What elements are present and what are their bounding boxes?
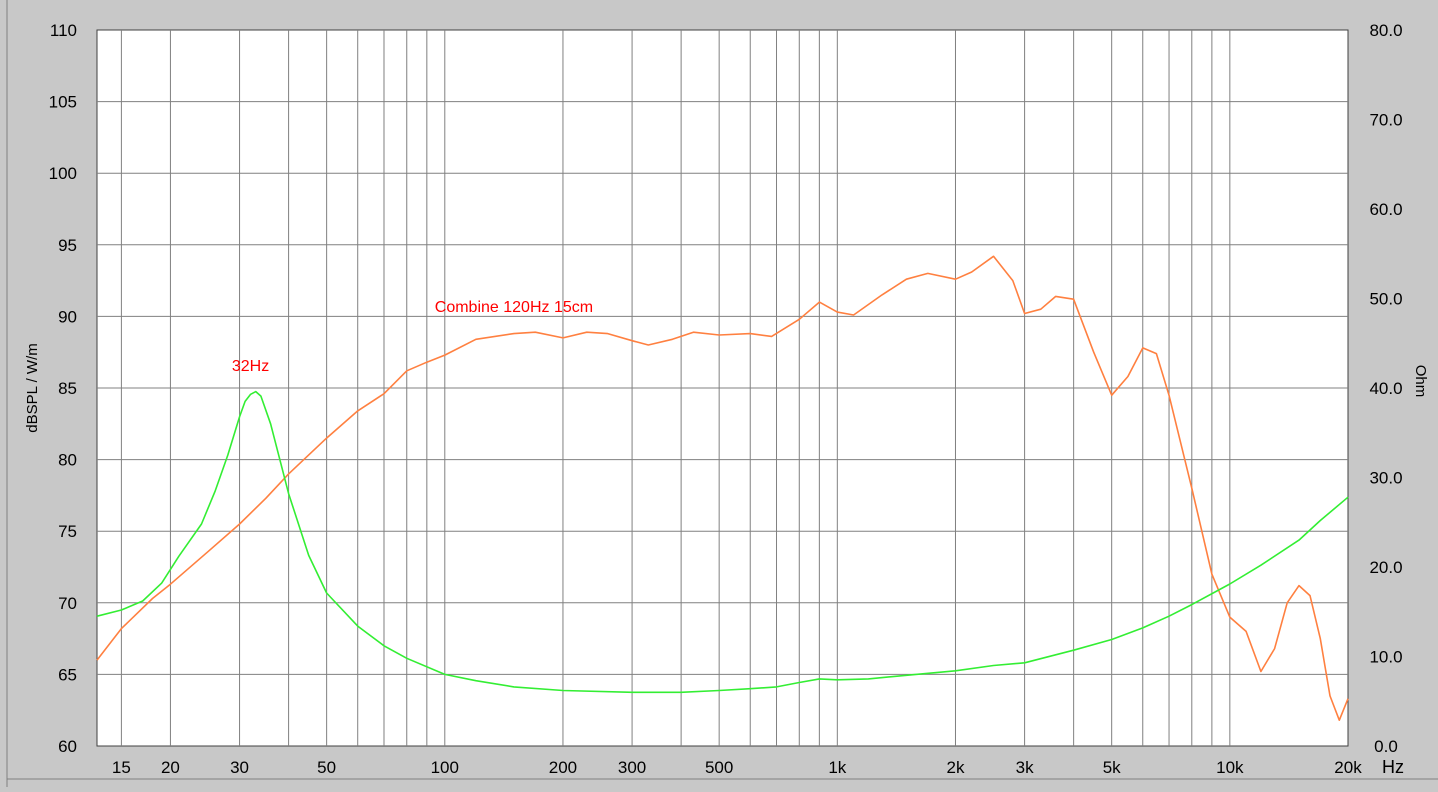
y2-tick-label: 0.0: [1374, 737, 1398, 756]
y2-tick-label: 80.0: [1369, 21, 1402, 40]
y-tick-label: 80: [58, 451, 77, 470]
y-tick-label: 60: [58, 737, 77, 756]
y2-tick-label: 40.0: [1369, 379, 1402, 398]
x-tick-label: 20: [161, 758, 180, 777]
y2-tick-label: 20.0: [1369, 558, 1402, 577]
x-tick-label: 2k: [946, 758, 964, 777]
x-tick-label: 20k: [1334, 758, 1362, 777]
x-tick-label: 3k: [1016, 758, 1034, 777]
x-tick-label: 1k: [828, 758, 846, 777]
x-tick-label: 15: [112, 758, 131, 777]
spl-series-line: [96, 255, 1349, 722]
impedance-series-line: [96, 390, 1349, 694]
y2-tick-label: 70.0: [1369, 111, 1402, 130]
grid-lines: [97, 30, 1348, 746]
y-tick-label: 105: [49, 93, 77, 112]
y-tick-label: 90: [58, 307, 77, 326]
y-tick-label: 85: [58, 379, 77, 398]
y2-axis-label: Ohm: [1412, 365, 1429, 398]
y2-tick-label: 10.0: [1369, 648, 1402, 667]
y-axis-label: dBSPL / W/m: [24, 343, 41, 432]
x-tick-label: 500: [705, 758, 733, 777]
annotation-label: Combine 120Hz 15cm: [435, 299, 593, 316]
axis-labels: 60 65 70 75 80 85 90 95 100 105 110 0.0 10.0 20.0 30.0…: [49, 21, 1403, 777]
y-tick-label: 70: [58, 594, 77, 613]
x-tick-label: 30: [230, 758, 249, 777]
y-tick-label: 65: [58, 665, 77, 684]
x-tick-label: 5k: [1103, 758, 1121, 777]
x-tick-label: 10k: [1216, 758, 1244, 777]
y2-tick-label: 50.0: [1369, 290, 1402, 309]
series-lines: [96, 255, 1349, 722]
y2-tick-label: 60.0: [1369, 200, 1402, 219]
x-tick-label: 100: [431, 758, 459, 777]
x-axis-unit: Hz: [1382, 757, 1404, 777]
y-tick-label: 100: [49, 164, 77, 183]
x-tick-label: 50: [317, 758, 336, 777]
y-tick-label: 110: [50, 21, 77, 40]
x-tick-label: 300: [618, 758, 646, 777]
annotation-label: 32Hz: [232, 358, 269, 375]
x-tick-label: 200: [549, 758, 577, 777]
y-tick-label: 95: [58, 236, 77, 255]
y-tick-label: 75: [58, 522, 77, 541]
y2-tick-label: 30.0: [1369, 469, 1402, 488]
